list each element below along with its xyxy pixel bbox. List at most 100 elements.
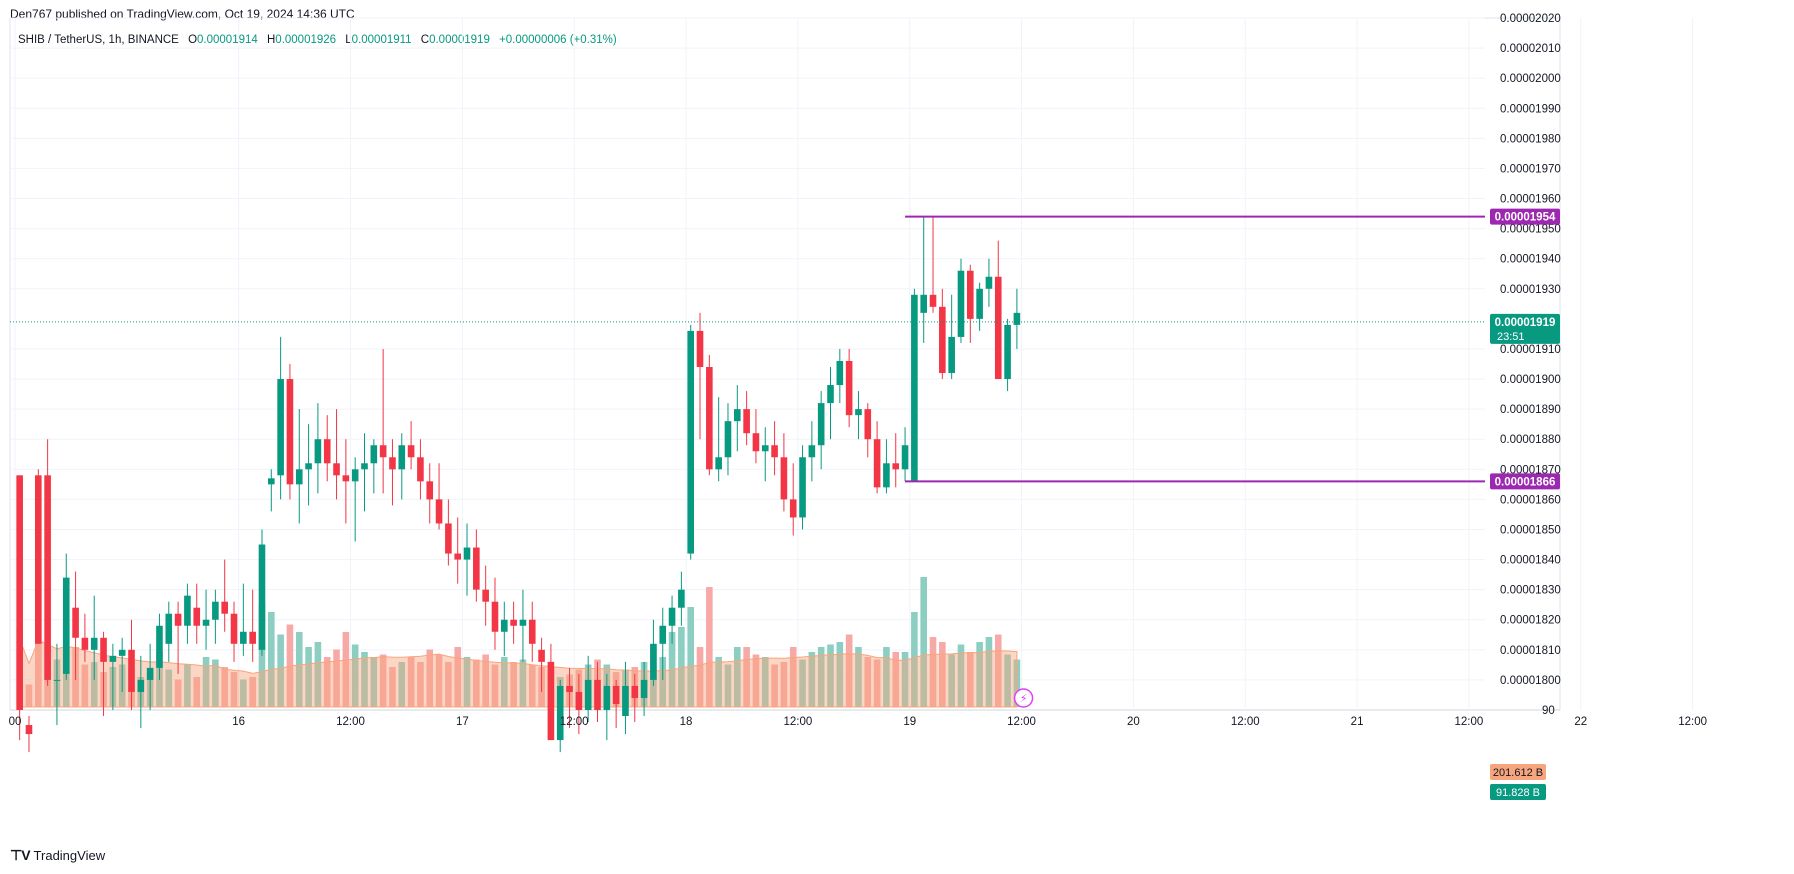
- level-price-badge: [1490, 208, 1560, 225]
- candle-body: [128, 649, 135, 692]
- volume-bar: [920, 577, 927, 707]
- price-tick-label: 0.00001870: [1500, 464, 1561, 476]
- volume-bar: [398, 662, 406, 707]
- candle-body: [240, 631, 247, 644]
- volume-bar: [519, 659, 527, 707]
- candle-body: [827, 385, 834, 404]
- volume-bar: [81, 664, 89, 707]
- candle-body: [622, 685, 629, 717]
- grid: [9, 17, 1694, 711]
- volume-bar: [165, 669, 173, 707]
- time-tick-label: 12:00: [336, 716, 365, 728]
- candle-body: [35, 475, 42, 644]
- time-tick-label: 22: [1574, 716, 1587, 728]
- open-value: 0.00001914: [197, 34, 258, 46]
- candle-body: [948, 336, 955, 374]
- volume-bar: [305, 647, 312, 707]
- volume-bar: [715, 657, 722, 707]
- volume-bar: [473, 659, 480, 707]
- level-layer[interactable]: [10, 215, 1485, 483]
- candle-body: [333, 463, 340, 476]
- volume-bar: [678, 627, 685, 707]
- candle-body: [706, 367, 713, 470]
- time-tick-label: 12:00: [1007, 716, 1036, 728]
- candle-body: [547, 661, 555, 741]
- candle-body: [883, 463, 890, 488]
- open-key: O: [188, 34, 198, 46]
- volume-bar: [445, 662, 452, 707]
- candle-body: [212, 601, 219, 620]
- current-price-label: 0.00001919: [1495, 317, 1556, 329]
- candle-body: [1013, 312, 1021, 325]
- volume-bar: [836, 642, 844, 707]
- badge-layer: 0.00001954 0.00001866 0.00001919 23:51 201.6…: [1013, 208, 1560, 800]
- volume-bar: [901, 652, 909, 707]
- candle-body: [193, 607, 201, 626]
- candle-body: [156, 625, 163, 668]
- time-tick-label: 12:00: [783, 716, 812, 728]
- candle-body: [351, 469, 359, 482]
- volume-bar: [90, 662, 98, 707]
- level-price-label: 0.00001954: [1495, 212, 1556, 224]
- candle-body: [146, 667, 154, 680]
- volume-bar: [948, 654, 955, 707]
- volume-bar: [510, 662, 517, 707]
- candle-body: [230, 613, 238, 644]
- volume-bar: [501, 657, 508, 707]
- change-value: +0.00000006 (+0.31%): [499, 34, 617, 46]
- candle-body: [501, 619, 508, 632]
- volume-bar: [491, 664, 499, 707]
- candle-body: [473, 547, 480, 590]
- volume-bar: [379, 654, 387, 707]
- candle-body: [771, 445, 778, 458]
- ohlc-legend: SHIB / TetherUS, 1h, BINANCE O0.00001914…: [18, 34, 617, 46]
- volume-bar: [799, 659, 806, 707]
- candle-body: [202, 619, 210, 626]
- volume-bar: [370, 657, 378, 707]
- volume-ma-label: 201.612 B: [1493, 767, 1543, 779]
- candle-body: [305, 463, 312, 470]
- plot-frame: [9, 17, 1561, 711]
- candle-body: [939, 306, 946, 374]
- price-tick-label: 0.00001970: [1500, 163, 1561, 175]
- volume-bar: [454, 647, 461, 707]
- volume-ma-band: [19, 638, 1018, 708]
- volume-bar: [221, 667, 228, 707]
- volume-bar: [771, 664, 778, 707]
- volume-bar: [864, 657, 872, 707]
- price-tick-label: 0.00001980: [1500, 133, 1561, 145]
- lightning-icon[interactable]: ⚡: [1013, 688, 1034, 708]
- candle-body: [16, 475, 23, 710]
- time-tick-label: 00: [9, 716, 22, 728]
- volume-bar: [659, 657, 667, 707]
- low-value: 0.00001911: [351, 34, 412, 46]
- level-price-badge: [1490, 473, 1560, 490]
- candle-body: [743, 409, 750, 434]
- volume-bar: [240, 679, 247, 707]
- candle-body: [994, 276, 1002, 380]
- volume-bar: [268, 612, 275, 707]
- candle-body: [361, 463, 368, 470]
- symbol-label[interactable]: SHIB / TetherUS, 1h, BINANCE: [18, 34, 179, 46]
- volume-bar: [957, 644, 965, 707]
- candle-body: [90, 637, 98, 650]
- time-tick-label: 12:00: [1231, 716, 1260, 728]
- volume-bar: [361, 652, 368, 707]
- candle-body: [761, 445, 769, 452]
- volume-bar: [202, 657, 210, 707]
- candle-body: [342, 475, 350, 482]
- current-price-badge: [1490, 313, 1560, 344]
- candle-body: [72, 607, 79, 638]
- close-key: C: [420, 34, 430, 46]
- volume-bar: [389, 667, 396, 707]
- price-tick-label: 0.00001860: [1500, 494, 1561, 506]
- volume-last-label: 91.828 B: [1496, 787, 1540, 799]
- tradingview-brand[interactable]: ⊤V TradingView: [10, 847, 105, 864]
- candle-body: [678, 589, 685, 608]
- candle-body: [566, 685, 573, 692]
- candle-body: [780, 457, 788, 500]
- candle-body: [556, 685, 564, 741]
- price-tick-label: 90: [1542, 705, 1555, 717]
- candle-body: [482, 589, 489, 602]
